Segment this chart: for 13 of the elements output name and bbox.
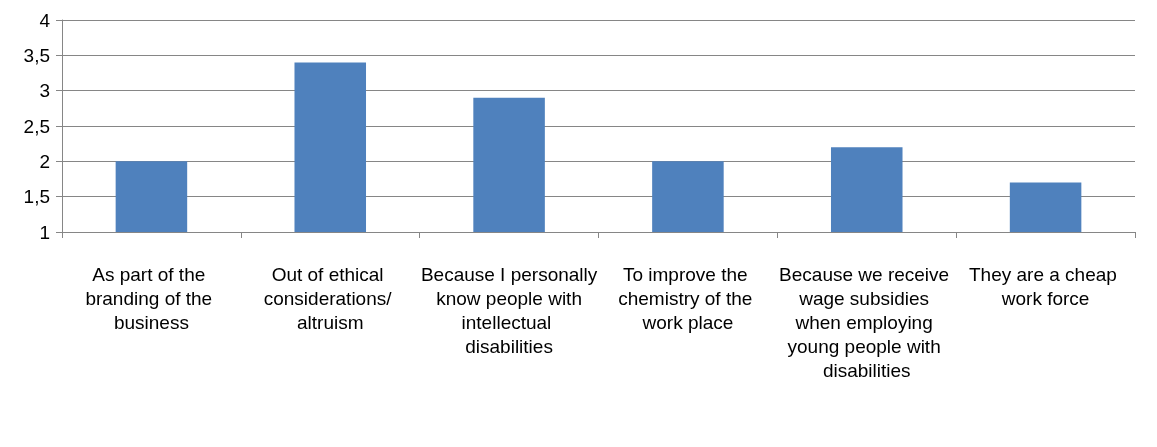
y-tick-label: 1 [39,221,50,243]
x-tick-label: Because I personally know people with intellectual disabilities [420,263,598,357]
x-tick-label: They are a cheap work force [969,263,1123,309]
y-tick-label: 3,5 [23,44,50,66]
x-tick-label: Because we receive wage subsidies when employing young people with disabilities [779,263,955,381]
x-tick-label: Out of ethical considerations/ altruism [263,263,397,333]
y-tick-label: 2 [39,150,50,172]
x-tick-label: To improve the chemistry of the work place [618,263,758,333]
y-tick-label: 3 [39,80,50,102]
y-tick-label: 1,5 [23,186,50,208]
y-tick-label: 2,5 [23,115,50,137]
x-tick-label: As part of the branding of the business [85,263,218,333]
y-tick-label: 4 [39,9,51,31]
